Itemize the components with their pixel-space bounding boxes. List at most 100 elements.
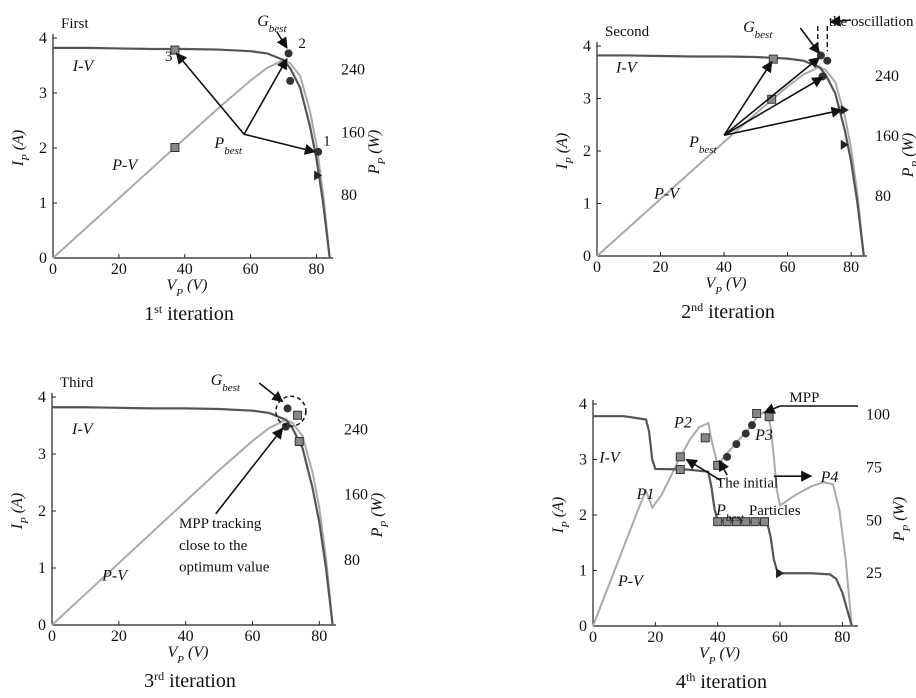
particle-square <box>768 54 778 64</box>
mpp-note-arrow <box>215 427 284 515</box>
oscillation-arrow <box>829 15 852 27</box>
series-label-p-v: P-V <box>617 573 645 590</box>
peak-label-p1: P1 <box>636 486 655 503</box>
y-tick-label: 1 <box>39 195 47 212</box>
y2-axis-label: PP (W) <box>900 133 916 179</box>
series-line-i-v <box>593 415 853 627</box>
particle-square <box>722 517 732 527</box>
particle-square <box>752 409 762 419</box>
gbest-arrow <box>258 382 284 403</box>
particle-square <box>700 433 710 443</box>
y2-tick-label: 160 <box>875 128 899 145</box>
gbest-label: Gbest <box>743 19 773 41</box>
particle-triangle <box>776 568 785 579</box>
y-axis-label: IP (A) <box>10 130 32 168</box>
particle-dot <box>286 76 295 85</box>
panel-caption: 1st iteration <box>144 302 234 325</box>
x-axis-label: VP (V) <box>706 275 747 297</box>
mpp-note-line-1: MPP tracking <box>179 516 262 532</box>
x-tick-label: 20 <box>647 629 663 646</box>
x-axis-label: VP (V) <box>168 644 209 666</box>
series-line-p-v <box>596 65 865 257</box>
particle-square <box>170 45 180 55</box>
initial-label-1: The initial <box>716 475 778 491</box>
x-tick-label: 80 <box>834 629 850 646</box>
particle-square <box>675 464 685 474</box>
y2-tick-label: 80 <box>875 188 891 205</box>
pbest-arrow <box>723 56 821 136</box>
particle-square <box>293 410 303 420</box>
y-tick-label: 0 <box>583 248 591 265</box>
y-tick-label: 2 <box>579 507 587 524</box>
point-label-3: 3 <box>165 49 173 65</box>
x-tick-label: 60 <box>244 628 260 645</box>
y-axis-label: IP (A) <box>9 493 31 531</box>
pbest-label: Pbest <box>688 134 717 156</box>
series-line-i-v <box>53 46 331 259</box>
y2-tick-label: 75 <box>866 459 882 476</box>
initial-arrow <box>718 459 729 476</box>
series-label-p-v: P-V <box>101 568 129 585</box>
x-tick-label: 0 <box>593 259 601 276</box>
chart-panel-3: 0 20 40 60 80 0 1 2 3 4 80 160 240 VP (V) IP (A) PP (W)… <box>9 372 391 692</box>
y2-axis-label: PP (W) <box>366 130 388 176</box>
particle-square <box>294 436 304 446</box>
y2-tick-label: 160 <box>341 124 365 141</box>
point-label-1: 1 <box>323 133 331 149</box>
particle-square <box>713 517 723 527</box>
series-label-i-v: I-V <box>615 59 639 76</box>
pbest-label: Pbest <box>213 135 242 157</box>
series-label-i-v: I-V <box>72 58 96 75</box>
y-tick-label: 4 <box>583 38 591 55</box>
y2-tick-label: 240 <box>344 422 368 439</box>
particle-square <box>759 517 769 527</box>
x-axis-label: VP (V) <box>167 277 208 299</box>
series-line-p-v <box>51 418 334 626</box>
gbest-arrow <box>276 31 288 49</box>
pbest-arrow <box>723 106 843 137</box>
y-tick-label: 1 <box>579 563 587 580</box>
series-label-i-v: I-V <box>71 421 95 438</box>
y2-tick-label: 80 <box>344 552 360 569</box>
y-tick-label: 1 <box>38 560 46 577</box>
particle-triangle <box>840 105 849 116</box>
peak-label-p4: P4 <box>820 469 839 486</box>
particle-dot <box>748 421 756 430</box>
series-label-p-v: P-V <box>653 185 681 202</box>
y2-tick-label: 160 <box>344 487 368 504</box>
x-tick-label: 20 <box>111 261 127 278</box>
particle-dot <box>723 452 732 461</box>
x-tick-label: 80 <box>843 259 859 276</box>
y2-tick-label: 240 <box>875 68 899 85</box>
particle-dot <box>314 147 323 156</box>
panel-caption: 4th iteration <box>676 670 767 693</box>
oscillation-label: the oscillation <box>829 14 914 30</box>
pbest-arrow <box>175 52 245 135</box>
y-tick-label: 4 <box>38 389 46 406</box>
panel-tag: Second <box>605 24 650 40</box>
chart-panel-4: 0 20 40 60 80 0 1 2 3 4 25 50 75 100 VP (V) IP (A) PP (W… <box>550 390 913 693</box>
x-tick-label: 0 <box>48 628 56 645</box>
x-tick-label: 20 <box>653 259 669 276</box>
y-tick-label: 3 <box>583 91 591 108</box>
particle-dot <box>283 404 292 413</box>
chart-panel-1: 0 20 40 60 80 0 1 2 3 4 80 160 240 VP (V) IP (A) PP (W)… <box>10 13 388 325</box>
y-tick-label: 3 <box>579 452 587 469</box>
pbest-arrow <box>243 133 316 155</box>
y-tick-label: 4 <box>579 396 587 413</box>
y2-tick-label: 240 <box>341 61 365 78</box>
x-tick-label: 40 <box>710 629 726 646</box>
y-tick-label: 0 <box>579 618 587 635</box>
y-axis-label: IP (A) <box>550 497 572 535</box>
x-tick-label: 60 <box>780 259 796 276</box>
series-label-i-v: I-V <box>598 449 622 466</box>
y2-tick-label: 25 <box>866 565 882 582</box>
particle-square <box>750 517 760 527</box>
panel-tag: First <box>61 16 89 32</box>
x-tick-label: 40 <box>178 628 194 645</box>
pbest-arrow <box>723 60 773 136</box>
y2-axis-label: PP (W) <box>369 493 391 539</box>
gbest-label: Gbest <box>211 372 241 394</box>
x-tick-label: 20 <box>111 628 127 645</box>
mpp-note-line-2: close to the <box>179 538 248 554</box>
